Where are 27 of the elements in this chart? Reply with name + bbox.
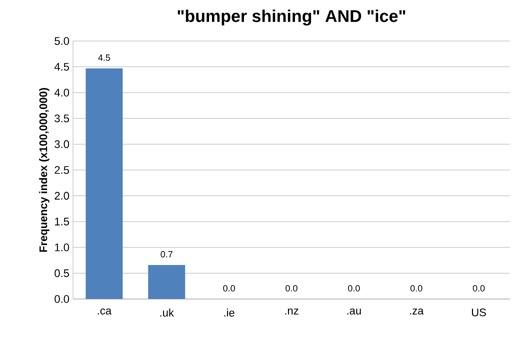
- y-tick-label: 3.0: [54, 140, 70, 148]
- y-tick-label: 4.5: [54, 62, 70, 71]
- data-label: 0.0: [410, 285, 422, 292]
- y-tick-label: 3.5: [54, 114, 70, 122]
- y-tick-label: 0.5: [54, 269, 70, 278]
- data-label: 0.7: [160, 251, 172, 258]
- data-label: 0.0: [286, 285, 298, 292]
- y-tick-label: 2.5: [54, 166, 70, 174]
- y-axis-title: Frequency index (x100,000,000): [39, 88, 50, 252]
- data-label: 0.0: [472, 285, 485, 292]
- data-label: 4.5: [98, 54, 110, 61]
- x-tick-label: .ie: [224, 308, 234, 317]
- y-tick-label: 5.0: [54, 37, 70, 45]
- chart-title: "bumper shining" AND "ice": [178, 10, 406, 26]
- y-tick-label: 0.0: [54, 295, 70, 303]
- data-label: 0.0: [223, 285, 235, 292]
- y-tick-label: 1.5: [55, 218, 70, 226]
- x-tick-label: .uk: [160, 308, 174, 317]
- x-tick-label: .au: [347, 308, 361, 315]
- x-tick-label: .nz: [285, 308, 298, 314]
- x-tick-label: .za: [410, 308, 424, 315]
- y-tick-label: 4.0: [54, 88, 70, 96]
- data-label: 0.0: [348, 285, 360, 292]
- x-tick-label: .ca: [98, 308, 112, 315]
- x-tick-label: US: [472, 308, 486, 316]
- y-tick-label: 1.0: [55, 244, 70, 252]
- y-tick-label: 2.0: [54, 192, 70, 200]
